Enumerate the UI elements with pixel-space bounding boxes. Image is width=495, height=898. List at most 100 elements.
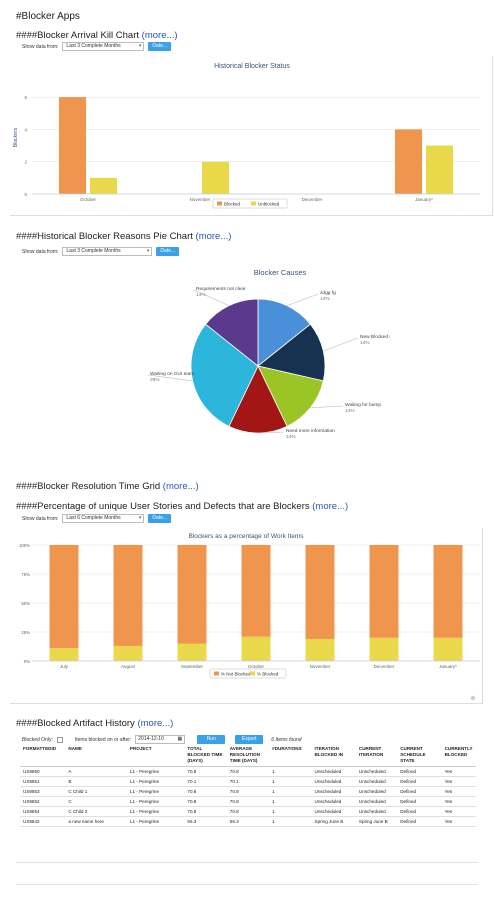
percentage-range-value: Last 6 Complete Months	[66, 515, 121, 521]
percentage-section-title: ####Percentage of unique User Stories an…	[16, 501, 348, 512]
x-tick-label: July	[60, 664, 69, 669]
show-data-label: Show data from:	[22, 515, 59, 522]
x-tick-label: November	[190, 197, 211, 202]
reasons-range-select[interactable]: Last 3 Complete Months ▾	[62, 247, 153, 256]
pie-leader-line	[147, 374, 193, 382]
legend-swatch	[251, 201, 256, 206]
pie-leader-line	[286, 293, 319, 306]
bar-segment	[113, 545, 143, 646]
x-tick-label: January*	[415, 197, 433, 202]
table-cell: 70.1	[226, 776, 270, 787]
export-button[interactable]: Export	[235, 735, 264, 744]
legend-swatch	[214, 671, 219, 676]
table-row[interactable]: US9842 a new name here L1 - Peregrine 56.3 5…	[20, 816, 476, 827]
table-row[interactable]: US9851 B L1 - Peregrine 70.1 70.1 1 Unschedule…	[20, 776, 476, 787]
table-cell: US9854	[20, 806, 66, 817]
percentage-date-button[interactable]: Date...	[148, 514, 172, 523]
table-cell: 70.8	[226, 796, 270, 807]
table-row[interactable]: US9850 A L1 - Peregrine 70.8 70.8 1 Unschedule…	[20, 766, 476, 777]
legend-swatch	[250, 671, 255, 676]
percentage-range-select[interactable]: Last 6 Complete Months ▾	[62, 514, 145, 523]
percentage-more-link[interactable]: (more...)	[312, 501, 349, 512]
table-row[interactable]: US9852 C L1 - Peregrine 70.8 70.8 1 Unschedule…	[20, 796, 476, 807]
y-axis-label: Blockers	[13, 127, 19, 147]
column-header[interactable]: #DURATIONS	[269, 744, 312, 767]
x-tick-label: October	[248, 664, 265, 669]
reasons-range-value: Last 3 Complete Months	[66, 248, 121, 254]
table-body: US9850 A L1 - Peregrine 70.8 70.8 1 Unschedule…	[20, 766, 476, 827]
column-header[interactable]: PROJECT	[126, 744, 185, 767]
chevron-down-icon: ▾	[138, 515, 142, 521]
table-cell: 56.3	[226, 816, 270, 827]
resolution-more-link[interactable]: (more...)	[162, 481, 199, 492]
bar-segment	[241, 636, 271, 661]
table-cell: 56.3	[184, 816, 227, 827]
blocked-date-value: 2014-12-10	[138, 736, 164, 742]
reasons-section-title: ####Historical Blocker Reasons Pie Chart…	[16, 231, 231, 242]
y-tick-label: 75%	[21, 572, 30, 577]
table-row[interactable]: US9853 C Child 1 L1 - Peregrine 70.8 70.8 1 Un…	[20, 786, 476, 797]
table-cell: US9851	[20, 776, 66, 787]
column-header[interactable]: AVERAGE RESOLUTION TIME (DAYS)	[226, 744, 270, 767]
table-cell: Defined	[397, 806, 442, 817]
resolution-section-title: ####Blocker Resolution Time Grid (more..…	[16, 481, 199, 492]
pie-slice	[205, 298, 259, 367]
table-cell: US9852	[20, 796, 66, 807]
percentage-title-text: ####Percentage of unique User Stories an…	[16, 501, 310, 512]
column-header[interactable]: CURRENTLY BLOCKED	[441, 744, 476, 767]
table-cell: Defined	[397, 796, 442, 807]
table-cell: 70.8	[226, 786, 270, 797]
pie-slice-percent: 14%	[345, 408, 355, 414]
table-cell: L1 - Peregrine	[126, 806, 185, 817]
column-header[interactable]: CURRENT ITERATION	[355, 744, 398, 767]
table-cell: Unscheduled	[311, 806, 356, 817]
table-cell: Unscheduled	[311, 786, 356, 797]
run-button[interactable]: Run	[197, 735, 226, 744]
bar-unblocked	[202, 161, 229, 194]
legend-box	[212, 198, 288, 209]
bar-segment	[49, 545, 79, 649]
chart-title: Blockers as a percentage of Work Items	[188, 533, 304, 540]
table-cell: 70.8	[184, 796, 227, 807]
table-cell: Spring June B	[311, 816, 356, 827]
table-row[interactable]: US9854 C Child 2 L1 - Peregrine 70.8 70.8 1 Un…	[20, 806, 476, 817]
pie-leader-line	[310, 405, 344, 408]
chart-title: Blocker Causes	[254, 268, 307, 277]
pie-leader-line	[323, 337, 359, 352]
bar-blocked	[59, 97, 86, 194]
table-cell: 1	[269, 816, 312, 827]
table-cell: Yes	[441, 806, 476, 817]
arrival-range-select[interactable]: Last 3 Complete Months ▾	[62, 42, 145, 51]
history-controls: Blocked Only: Items blocked on or after:…	[22, 735, 302, 744]
column-header[interactable]: TOTAL BLOCKED TIME (DAYS)	[184, 744, 227, 767]
column-header[interactable]: FORMATTEDID	[20, 744, 66, 767]
bar-unblocked	[426, 145, 453, 194]
history-more-link[interactable]: (more...)	[137, 718, 174, 729]
blocked-date-input[interactable]: 2014-12-10 ▦	[135, 735, 186, 744]
pie-slice-percent: 14%	[196, 292, 206, 298]
legend-label: Blocked	[224, 202, 241, 207]
column-header[interactable]: NAME	[65, 744, 127, 767]
y-tick-label: 0	[24, 192, 27, 197]
page-title: #Blocker Apps	[16, 11, 80, 22]
table-cell: a new name here	[65, 816, 127, 827]
arrival-more-link[interactable]: (more...)	[141, 30, 178, 41]
arrival-date-button[interactable]: Date...	[148, 42, 172, 51]
reasons-more-link[interactable]: (more...)	[195, 231, 232, 242]
column-header[interactable]: CURRENT SCHEDULE STATE	[397, 744, 442, 767]
calendar-icon[interactable]: ▦	[177, 736, 183, 742]
column-header[interactable]: ITERATION BLOCKED IN	[311, 744, 356, 767]
table-cell: 70.8	[184, 766, 227, 777]
table-cell: Unscheduled	[311, 766, 356, 777]
reasons-date-button[interactable]: Date...	[156, 247, 180, 256]
table-cell: Yes	[441, 786, 476, 797]
bar-segment	[305, 638, 335, 661]
table-cell: Yes	[441, 816, 476, 827]
pie-leader-line	[193, 289, 230, 306]
table-cell: 1	[269, 776, 312, 787]
table-cell: A	[65, 766, 127, 777]
table-cell: Unscheduled	[355, 776, 398, 787]
blocked-only-checkbox[interactable]	[56, 736, 63, 743]
